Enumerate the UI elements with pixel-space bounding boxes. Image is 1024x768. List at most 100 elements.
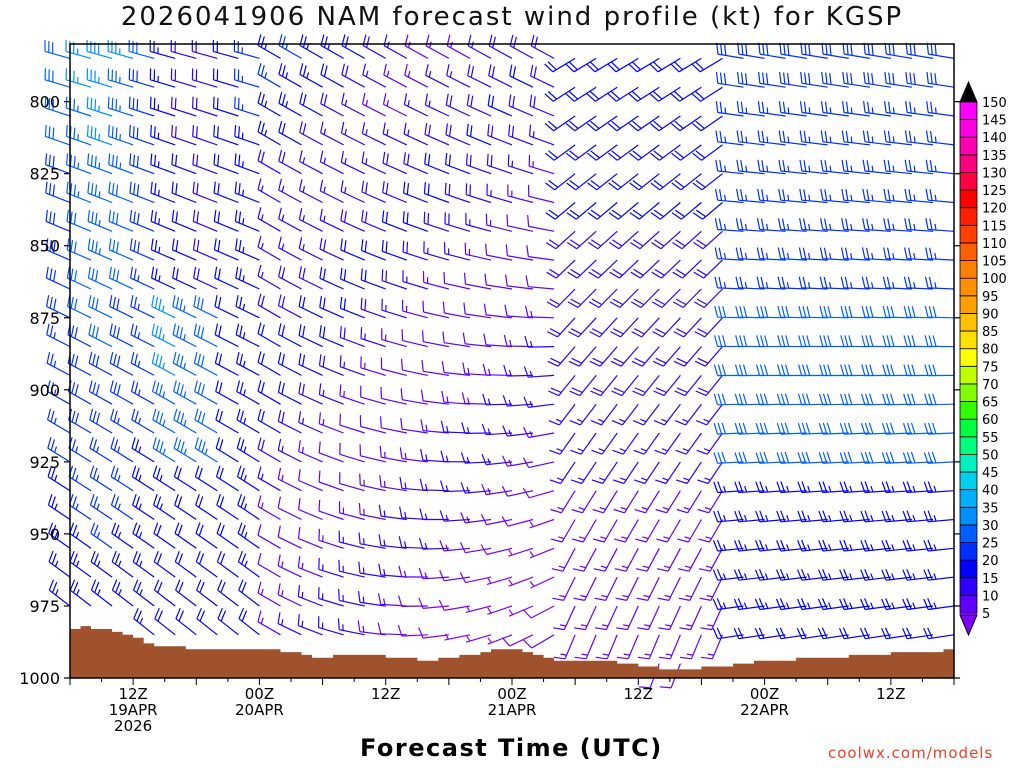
barb-half-feather [343, 390, 345, 398]
barb-staff [865, 605, 891, 611]
barb-feather [550, 357, 561, 364]
barb-feather [695, 420, 707, 426]
barb-staff [192, 164, 218, 175]
wind-barb [402, 299, 428, 319]
barb-feather [281, 353, 285, 366]
barb-feather [860, 452, 866, 464]
barb-feather [608, 212, 619, 220]
barb-feather [680, 656, 692, 660]
barb-feather [757, 130, 761, 142]
barb-feather [868, 451, 874, 464]
wind-barb [192, 238, 218, 261]
wind-barb [459, 542, 492, 554]
wind-barb [298, 498, 323, 521]
barb-feather [257, 552, 262, 565]
barb-staff [133, 618, 155, 636]
barb-feather [608, 241, 620, 250]
barb-feather [676, 328, 687, 335]
barb-staff [90, 504, 113, 520]
barb-staff [257, 448, 281, 463]
barb-feather [716, 627, 723, 639]
barb-staff [885, 461, 912, 464]
barb-staff [339, 453, 365, 463]
barb-feather [133, 211, 136, 223]
barb-staff [559, 432, 576, 455]
barb-staff [235, 305, 260, 319]
barb-half-feather [704, 477, 711, 481]
barb-feather [755, 481, 761, 493]
barb-staff [906, 432, 934, 435]
barb-half-feather [117, 474, 121, 482]
wind-barb [87, 238, 113, 261]
wind-barb [637, 605, 660, 631]
wind-barb [589, 346, 618, 367]
barb-feather [569, 390, 581, 397]
barb-feather [818, 452, 824, 464]
barb-feather [672, 271, 683, 279]
wind-barb [778, 101, 807, 117]
barb-feather [153, 522, 159, 534]
barb-staff [404, 45, 429, 59]
wind-barb [360, 327, 386, 348]
wind-barb [398, 536, 428, 549]
wind-barb [132, 522, 155, 549]
barb-staff [152, 476, 176, 492]
wind-barb [68, 408, 92, 434]
wind-barb [319, 179, 344, 204]
barb-feather [848, 364, 853, 376]
barb-staff [907, 518, 934, 523]
barb-staff [738, 258, 765, 261]
barb-feather [720, 43, 723, 55]
wind-barb [755, 364, 786, 377]
barb-feather [718, 247, 723, 260]
wind-barb [358, 561, 386, 578]
barb-half-feather [912, 515, 916, 522]
barb-staff [382, 192, 408, 204]
barb-feather [888, 72, 891, 84]
barb-staff [320, 74, 344, 88]
barb-feather [234, 153, 237, 165]
barb-feather [154, 240, 158, 252]
wind-barb [446, 34, 471, 59]
barb-staff [487, 605, 513, 615]
barb-feather [46, 380, 51, 392]
barb-feather [845, 101, 849, 114]
barb-staff [339, 366, 365, 376]
wind-barb [860, 539, 891, 552]
barb-feather [847, 422, 853, 434]
barb-feather [116, 270, 120, 282]
barb-feather [381, 239, 384, 252]
barb-half-feather [807, 544, 811, 551]
barb-feather [904, 130, 908, 142]
barb-feather [236, 408, 241, 421]
barb-feather [298, 179, 303, 191]
barb-half-feather [598, 448, 605, 452]
wind-barb [842, 42, 870, 59]
barb-staff [704, 317, 723, 338]
barb-staff [759, 490, 786, 494]
barb-feather [863, 627, 870, 639]
barb-half-feather [323, 128, 327, 135]
barb-staff [214, 249, 239, 261]
barb-half-feather [301, 418, 305, 425]
barb-feather [154, 296, 159, 309]
barb-feather [214, 323, 219, 335]
barb-staff [564, 634, 576, 660]
barb-feather [112, 268, 116, 280]
terrain-layer [70, 626, 954, 678]
barb-feather [756, 218, 761, 230]
barb-staff [257, 505, 281, 521]
barb-staff [702, 202, 723, 220]
barb-half-feather [661, 418, 668, 423]
barb-feather [717, 364, 723, 376]
barb-staff [192, 79, 218, 88]
wind-barb [632, 375, 660, 397]
wind-barb [257, 552, 281, 578]
barb-half-feather [466, 456, 470, 464]
barb-feather [460, 482, 466, 494]
barb-feather [89, 494, 95, 506]
barb-feather [573, 597, 585, 601]
barb-feather [742, 364, 748, 376]
wind-barb [628, 86, 660, 102]
barb-feather [719, 101, 723, 114]
